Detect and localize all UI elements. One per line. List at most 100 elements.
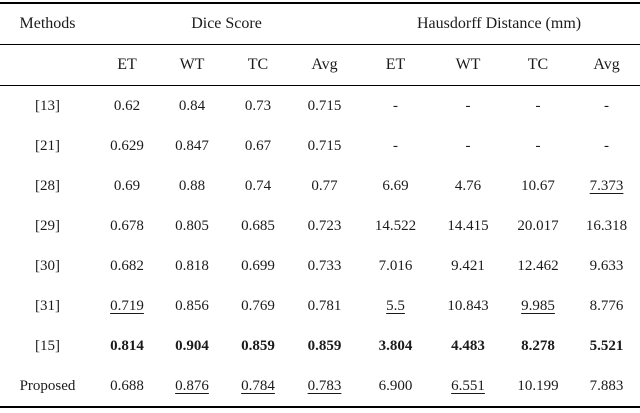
value-text: 6.69 (382, 177, 409, 194)
value-cell: 4.76 (433, 166, 503, 206)
value-text: 6.900 (378, 377, 413, 394)
methods-column-header: Methods (0, 3, 95, 45)
value-cell: 14.522 (358, 206, 433, 246)
value-cell: 9.421 (433, 246, 503, 286)
value-text: 0.69 (113, 177, 141, 194)
method-cell: [13] (35, 97, 60, 114)
value-cell: 0.719 (95, 286, 159, 326)
value-text: 7.373 (589, 177, 624, 194)
method-cell: [30] (35, 257, 60, 274)
value-text: 0.67 (244, 137, 272, 154)
value-text: 12.462 (517, 257, 559, 274)
value-text: 0.719 (110, 297, 144, 314)
value-cell: - (433, 86, 503, 127)
value-cell: 7.016 (358, 246, 433, 286)
value-text: 0.682 (110, 257, 144, 274)
dice-wt-header: WT (159, 44, 225, 86)
value-text: 0.814 (110, 337, 144, 354)
value-text: 0.62 (113, 97, 141, 114)
value-text: 3.804 (378, 337, 413, 354)
value-text: - (604, 97, 610, 114)
method-cell: Proposed (19, 377, 76, 394)
value-cell: 0.678 (95, 206, 159, 246)
hd-et-header: ET (358, 44, 434, 86)
value-text: 0.715 (307, 137, 342, 154)
value-cell: 0.859 (291, 326, 358, 366)
value-cell: 0.876 (159, 366, 225, 407)
value-cell: - (573, 126, 640, 166)
value-cell: - (358, 86, 433, 127)
table-row: [30] 0.682 0.818 0.699 0.733 7.016 9.421 12.462… (0, 246, 640, 286)
value-cell: 0.629 (95, 126, 159, 166)
value-text: 0.733 (307, 257, 342, 274)
value-text: 0.74 (244, 177, 272, 194)
value-cell: 0.682 (95, 246, 159, 286)
value-text: 4.483 (451, 337, 485, 354)
value-text: - (535, 97, 541, 114)
value-text: 14.415 (447, 217, 489, 234)
method-cell: [21] (35, 137, 60, 154)
value-text: 20.017 (517, 217, 559, 234)
value-text: 14.522 (374, 217, 417, 234)
value-cell: 0.784 (225, 366, 291, 407)
dice-tc-header: TC (225, 44, 291, 86)
value-text: 0.784 (241, 377, 275, 394)
value-text: 0.84 (178, 97, 206, 114)
value-cell: 0.88 (159, 166, 225, 206)
value-text: 0.876 (175, 377, 209, 394)
value-cell: 0.859 (225, 326, 291, 366)
value-cell: 6.900 (358, 366, 433, 407)
value-cell: - (503, 126, 573, 166)
value-cell: 0.781 (291, 286, 358, 326)
hd-tc-header: TC (503, 44, 574, 86)
value-cell: 0.805 (159, 206, 225, 246)
value-cell: 6.551 (433, 366, 503, 407)
value-cell: 9.985 (503, 286, 573, 326)
value-text: 0.73 (244, 97, 272, 114)
value-text: 7.883 (589, 377, 624, 394)
value-cell: 0.904 (159, 326, 225, 366)
value-text: 10.199 (517, 377, 559, 394)
group-header-row: Methods Dice Score Hausdorff Distance (m… (0, 3, 640, 45)
value-text: 0.904 (175, 337, 209, 354)
table-row: [31] 0.719 0.856 0.769 0.781 5.5 10.843 9.985 8.… (0, 286, 640, 326)
value-cell: 0.856 (159, 286, 225, 326)
value-cell: 6.69 (358, 166, 433, 206)
value-text: 0.783 (307, 377, 342, 394)
value-text: 0.847 (175, 137, 209, 154)
dice-score-group-header: Dice Score (95, 3, 359, 45)
value-cell: 10.843 (433, 286, 503, 326)
value-text: 0.715 (307, 97, 342, 114)
sub-header-row: ET WT TC Avg ET WT TC Avg (0, 44, 640, 86)
method-cell: [31] (35, 297, 60, 314)
value-text: 9.633 (589, 257, 624, 274)
method-cell: [15] (35, 337, 60, 354)
value-cell: 8.278 (503, 326, 573, 366)
value-cell: 3.804 (358, 326, 433, 366)
value-text: 5.521 (589, 337, 624, 354)
table-row: [29] 0.678 0.805 0.685 0.723 14.522 14.415 20.0… (0, 206, 640, 246)
value-cell: 0.699 (225, 246, 291, 286)
table-row: [21] 0.629 0.847 0.67 0.715 - - - - (0, 126, 640, 166)
value-cell: 4.483 (433, 326, 503, 366)
table-body: [13] 0.62 0.84 0.73 0.715 - - - - [21] 0.629 0.847 0… (0, 86, 640, 408)
table-row: [15] 0.814 0.904 0.859 0.859 3.804 4.483 8.278 5… (0, 326, 640, 366)
value-cell: - (573, 86, 640, 127)
empty-header-cell (0, 44, 95, 86)
dice-avg-header: Avg (291, 44, 359, 86)
value-text: 0.856 (175, 297, 209, 314)
value-cell: 0.685 (225, 206, 291, 246)
value-text: 8.776 (589, 297, 624, 314)
value-text: - (393, 97, 399, 114)
value-cell: 0.77 (291, 166, 358, 206)
value-text: 5.5 (386, 297, 405, 314)
value-cell: 5.5 (358, 286, 433, 326)
value-cell: 8.776 (573, 286, 640, 326)
value-cell: 10.67 (503, 166, 573, 206)
value-cell: 0.847 (159, 126, 225, 166)
value-text: 0.859 (241, 337, 275, 354)
value-cell: 0.715 (291, 86, 358, 127)
method-cell: [29] (35, 217, 60, 234)
